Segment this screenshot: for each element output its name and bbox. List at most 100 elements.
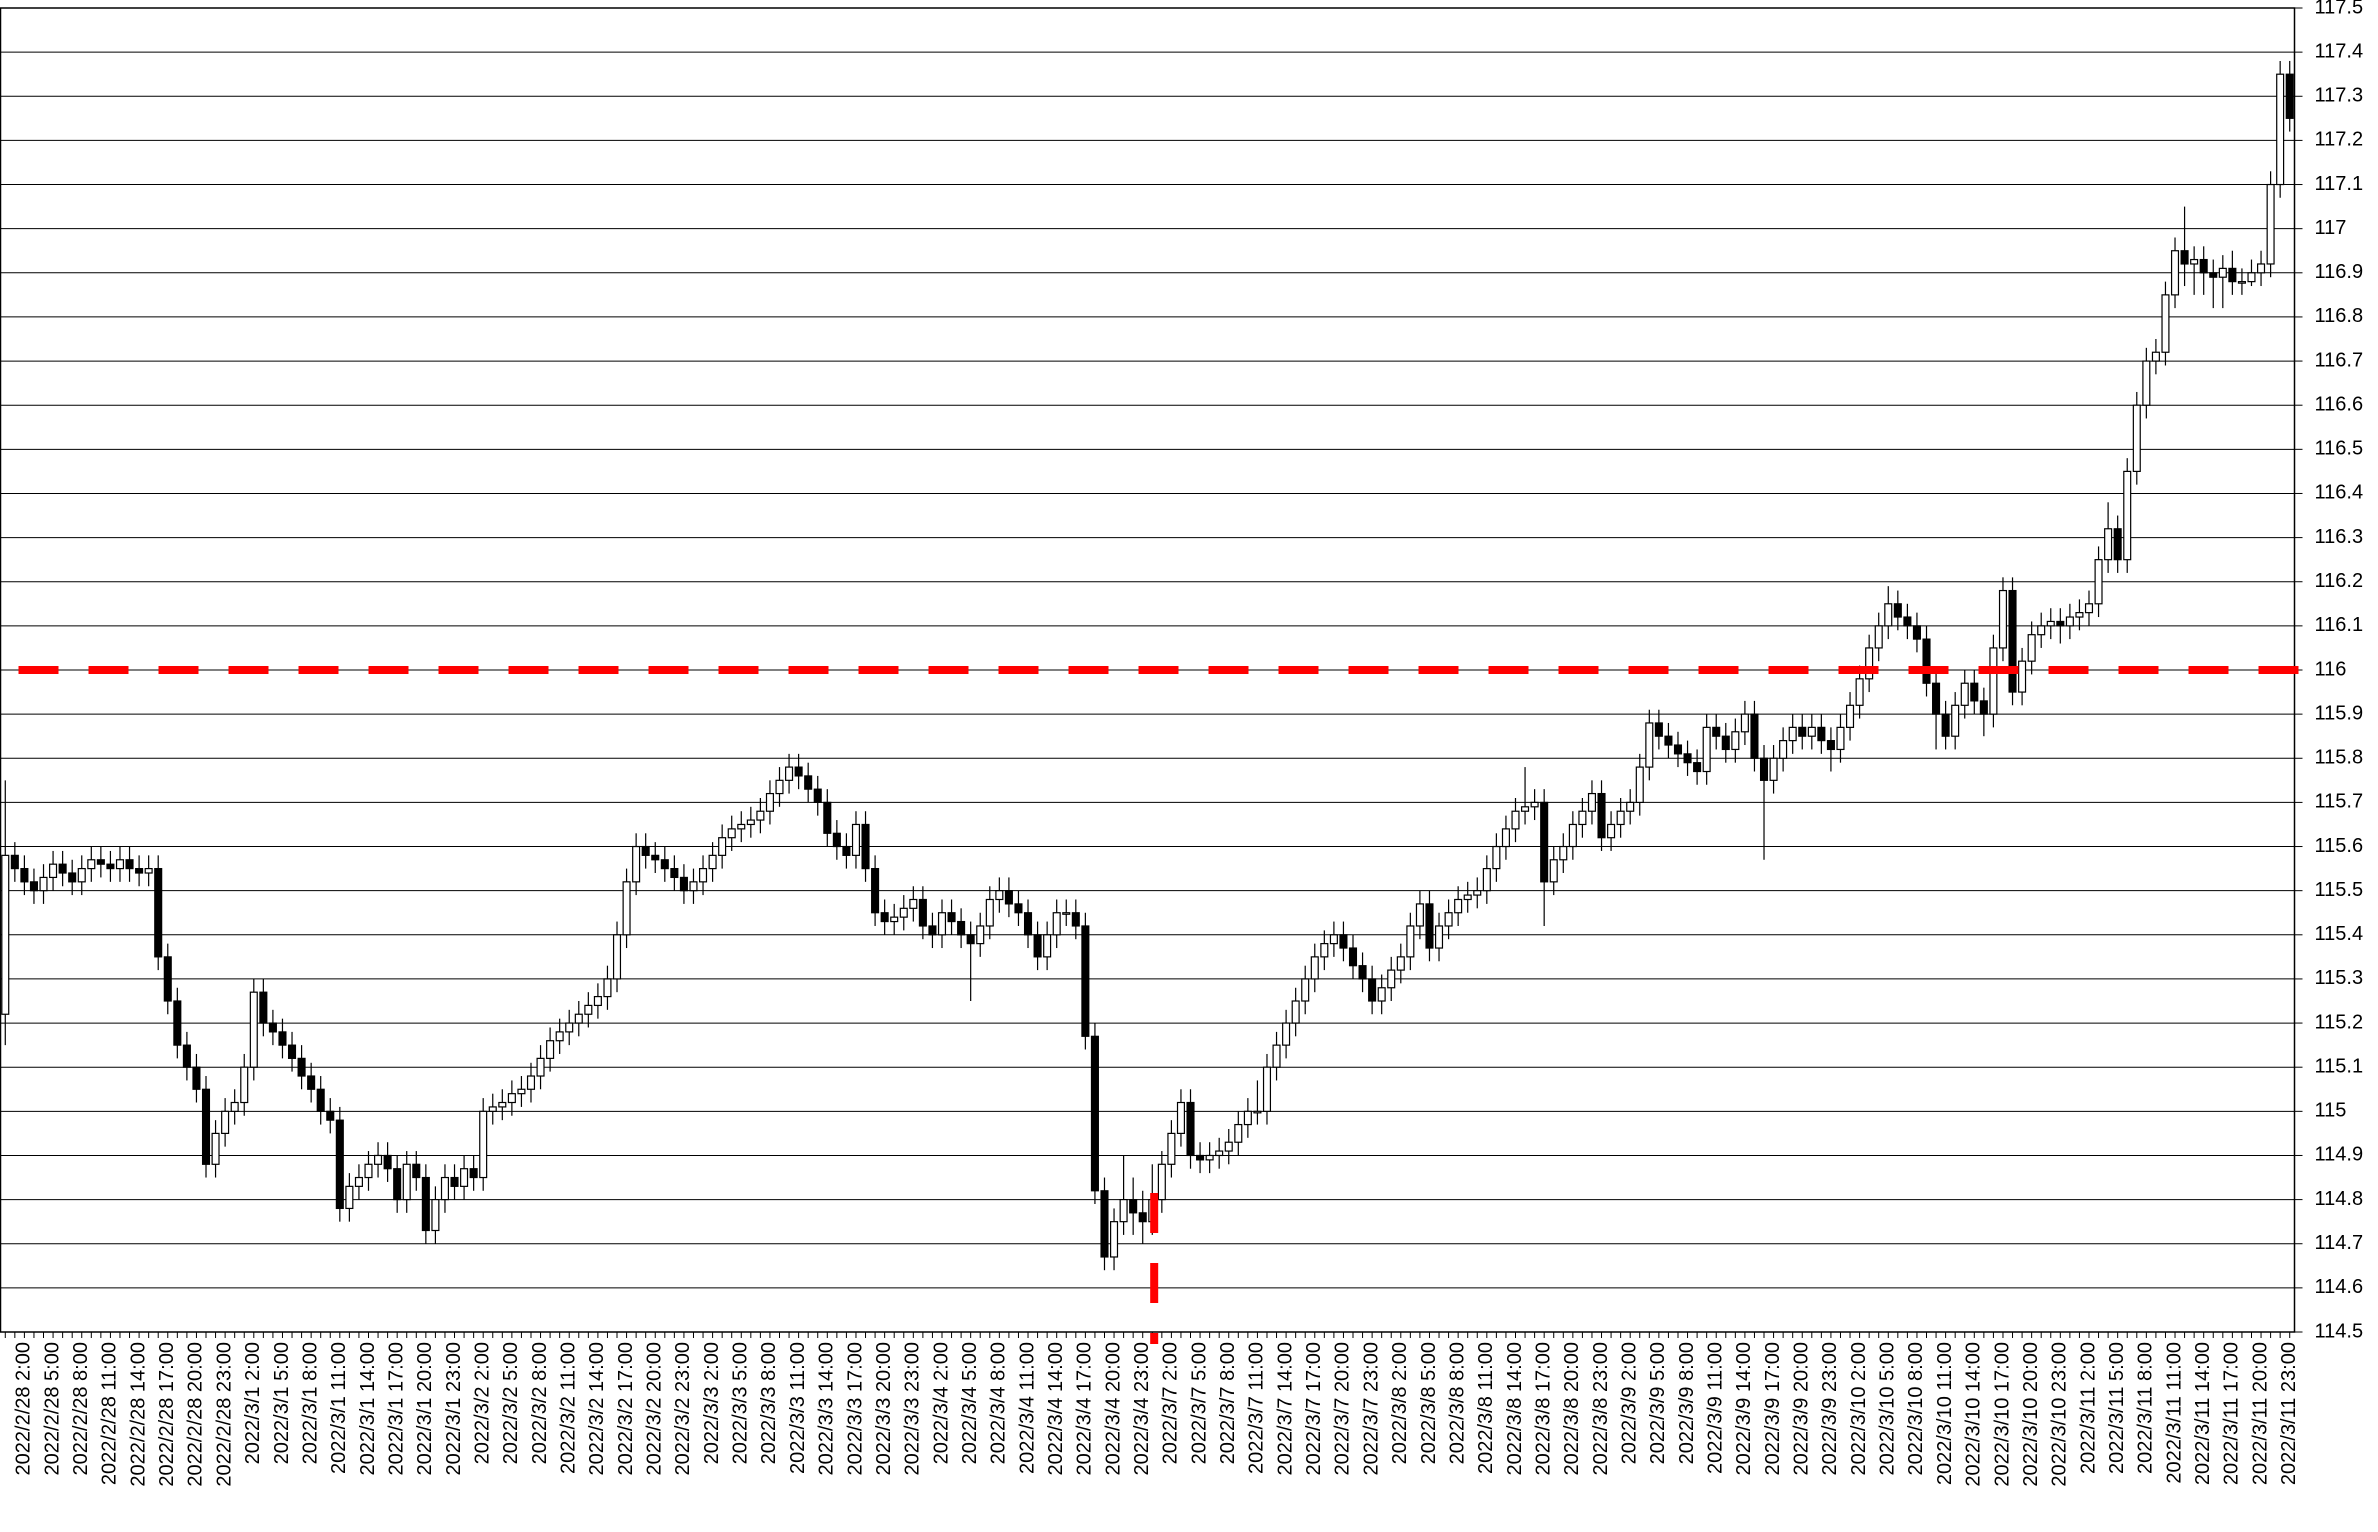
candle-body: [1023, 912, 1033, 936]
candle-body: [2084, 603, 2094, 614]
candle-body: [1444, 912, 1453, 927]
x-tick-label: 2022/3/2 20:00: [644, 1342, 666, 1475]
candle-body: [326, 1110, 335, 1121]
candle-body: [1912, 625, 1921, 640]
x-tick-label: 2022/3/1 23:00: [443, 1342, 465, 1475]
candle-body: [775, 779, 784, 795]
candle-body: [2142, 360, 2151, 406]
candle-body: [2132, 404, 2141, 473]
candle-body: [402, 1163, 411, 1201]
candle-body: [985, 898, 994, 927]
candle-body: [1951, 704, 1960, 737]
candle-body: [1731, 731, 1740, 751]
candle-body: [2237, 281, 2246, 284]
candle-body: [507, 1093, 516, 1104]
candle-body: [1836, 726, 1845, 751]
candle-body: [1664, 735, 1673, 746]
candle-body: [957, 920, 966, 936]
candle-body: [966, 934, 975, 945]
candle-body: [1348, 947, 1358, 967]
candle-body: [1568, 823, 1577, 848]
y-tick-label: 117: [2315, 217, 2347, 239]
y-tick-label: 115.2: [2315, 1011, 2364, 1033]
candle-body: [1740, 713, 1749, 733]
x-tick-label: 2022/3/2 8:00: [529, 1342, 551, 1464]
x-tick-label: 2022/3/4 5:00: [959, 1342, 981, 1464]
candle-body: [593, 995, 602, 1007]
x-tick-label: 2022/3/9 5:00: [1647, 1342, 1669, 1464]
candle-body: [880, 912, 889, 923]
x-tick-label: 2022/3/2 2:00: [471, 1342, 493, 1464]
candle-body: [173, 1000, 182, 1046]
candle-body: [890, 916, 899, 923]
candle-body: [58, 863, 67, 874]
y-tick-label: 115.9: [2315, 702, 2364, 724]
candle-body: [727, 828, 736, 839]
candle-body: [565, 1022, 574, 1033]
candle-body: [1387, 969, 1396, 989]
y-tick-label: 116.8: [2315, 305, 2364, 327]
candle-body: [440, 1176, 450, 1201]
candle-body: [1492, 845, 1501, 870]
x-tick-label: 2022/3/3 11:00: [787, 1342, 809, 1474]
candle-body: [813, 788, 822, 803]
y-tick-label: 116: [2315, 658, 2347, 680]
y-tick-label: 116.6: [2315, 393, 2364, 415]
candle-body: [77, 867, 86, 883]
candle-body: [1607, 823, 1616, 839]
candle-body: [2037, 625, 2046, 636]
candle-body: [1282, 1022, 1291, 1046]
y-tick-label: 116.1: [2315, 614, 2364, 636]
candle-body: [1272, 1044, 1281, 1068]
x-tick-label: 2022/3/1 14:00: [357, 1342, 379, 1475]
candle-body: [794, 766, 803, 777]
x-tick-label: 2022/3/10 5:00: [1877, 1342, 1899, 1475]
y-tick-label: 117.4: [2315, 40, 2364, 62]
x-tick-label: 2022/3/7 11:00: [1246, 1342, 1268, 1474]
x-tick-label: 2022/3/10 8:00: [1905, 1342, 1927, 1475]
candle-body: [526, 1075, 536, 1090]
candle-body: [670, 867, 679, 879]
x-tick-label: 2022/3/8 20:00: [1561, 1342, 1583, 1475]
y-tick-label: 114.6: [2315, 1276, 2364, 1298]
candle-body: [1817, 726, 1826, 742]
candle-body: [1769, 757, 1778, 781]
x-tick-label: 2022/2/28 14:00: [127, 1342, 149, 1487]
candle-body: [2285, 73, 2294, 119]
x-tick-label: 2022/3/2 17:00: [615, 1342, 637, 1475]
candle-body: [1368, 978, 1377, 1002]
candle-body: [679, 876, 688, 892]
candle-body: [1826, 740, 1835, 751]
candle-body: [2151, 351, 2160, 362]
x-tick-label: 2022/3/2 11:00: [558, 1342, 580, 1474]
candle-body: [2161, 294, 2170, 353]
candle-body: [718, 837, 727, 856]
candle-body: [2046, 620, 2055, 627]
candle-body: [1157, 1163, 1166, 1201]
candle-body: [2180, 250, 2189, 265]
candle-body: [2170, 250, 2180, 296]
candle-body: [498, 1101, 507, 1108]
candle-body: [1196, 1154, 1205, 1161]
candle-body: [1989, 647, 1998, 715]
candle-body: [221, 1110, 230, 1135]
candle-body: [1377, 987, 1386, 1002]
candle-body: [746, 819, 755, 826]
y-tick-label: 114.7: [2315, 1232, 2364, 1254]
x-tick-label: 2022/3/2 14:00: [586, 1342, 608, 1475]
x-tick-label: 2022/3/11 20:00: [2249, 1342, 2271, 1485]
candle-body: [804, 775, 813, 790]
candle-body: [2257, 263, 2266, 274]
candle-body: [517, 1088, 526, 1095]
x-tick-label: 2022/3/3 17:00: [844, 1342, 866, 1475]
x-tick-label: 2022/3/4 11:00: [1016, 1342, 1038, 1474]
candle-body: [259, 991, 268, 1024]
y-tick-label: 114.5: [2315, 1320, 2364, 1342]
x-tick-label: 2022/2/28 8:00: [70, 1342, 92, 1475]
x-tick-label: 2022/3/11 17:00: [2221, 1342, 2243, 1485]
candle-body: [1, 854, 10, 1015]
candle-body: [1071, 912, 1080, 927]
x-tick-label: 2022/3/3 20:00: [873, 1342, 895, 1475]
candle-body: [1626, 801, 1635, 812]
x-tick-label: 2022/3/7 2:00: [1160, 1342, 1182, 1464]
